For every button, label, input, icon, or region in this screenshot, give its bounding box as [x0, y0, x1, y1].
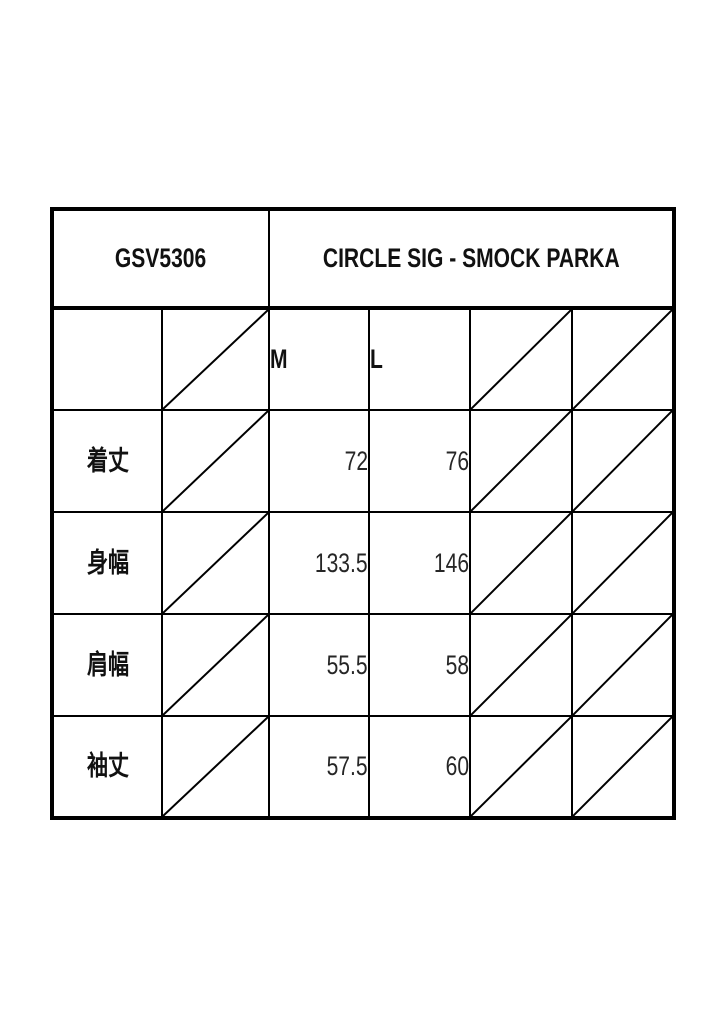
measurement-label: 身幅 [86, 547, 129, 578]
diagonal-cell [570, 511, 676, 615]
diagonal-slash-icon [471, 513, 571, 613]
diagonal-cell [570, 613, 676, 717]
measurement-label: 着丈 [86, 445, 129, 476]
measurement-label-cell: 身幅 [51, 511, 163, 615]
measurement-label: 袖丈 [86, 751, 129, 781]
diagonal-cell [161, 409, 270, 513]
table-row: 肩幅 55.5 58 [51, 613, 676, 717]
product-name-cell: CIRCLE SIG - SMOCK PARKA [267, 208, 676, 310]
product-code: GSV5306 [115, 243, 207, 273]
measurement-value-cell: 55.5 [268, 613, 370, 717]
measurement-value-cell: 146 [368, 511, 471, 615]
measurement-value: 133.5 [315, 547, 368, 578]
diagonal-slash-icon [573, 411, 672, 511]
diagonal-slash-icon [163, 513, 268, 613]
diagonal-slash-icon [573, 615, 672, 715]
blank-cell [51, 307, 163, 411]
measurement-value: 60 [445, 751, 469, 781]
measurement-value: 76 [445, 445, 469, 476]
table-row: 着丈 72 76 [51, 409, 676, 513]
measurement-value-cell: 72 [268, 409, 370, 513]
diagonal-cell [469, 715, 573, 819]
measurement-value-cell: 60 [368, 715, 471, 819]
measurement-value: 55.5 [327, 649, 368, 680]
measurement-label-cell: 着丈 [51, 409, 163, 513]
product-code-cell: GSV5306 [51, 208, 270, 310]
diagonal-slash-icon [471, 411, 571, 511]
diagonal-slash-icon [163, 411, 268, 511]
measurement-label-cell: 袖丈 [51, 715, 163, 819]
diagonal-cell [469, 307, 573, 411]
size-header-row: M L [51, 307, 676, 411]
header-row: GSV5306 CIRCLE SIG - SMOCK PARKA [51, 208, 676, 310]
diagonal-cell [469, 511, 573, 615]
table-row: 袖丈 57.5 60 [51, 715, 676, 819]
diagonal-cell [161, 307, 270, 411]
measurement-value-cell: 58 [368, 613, 471, 717]
measurement-label-cell: 肩幅 [51, 613, 163, 717]
diagonal-cell [570, 307, 676, 411]
diagonal-cell [469, 409, 573, 513]
diagonal-slash-icon [163, 717, 268, 816]
diagonal-slash-icon [471, 310, 571, 409]
measurement-value: 57.5 [327, 751, 368, 781]
measurement-value-cell: 133.5 [268, 511, 370, 615]
measurement-value: 146 [433, 547, 469, 578]
product-name: CIRCLE SIG - SMOCK PARKA [322, 243, 620, 273]
diagonal-cell [161, 613, 270, 717]
size-label: M [270, 344, 288, 374]
diagonal-slash-icon [163, 615, 268, 715]
diagonal-slash-icon [471, 717, 571, 816]
diagonal-slash-icon [573, 513, 672, 613]
diagonal-slash-icon [163, 310, 268, 409]
size-label: L [370, 344, 383, 374]
measurement-label: 肩幅 [86, 649, 129, 680]
measurement-value: 58 [445, 649, 469, 680]
diagonal-cell [161, 511, 270, 615]
measurement-value: 72 [344, 445, 368, 476]
measurement-value-cell: 57.5 [268, 715, 370, 819]
size-column-header-m: M [268, 307, 370, 411]
diagonal-cell [469, 613, 573, 717]
diagonal-cell [161, 715, 270, 819]
diagonal-cell [570, 409, 676, 513]
diagonal-cell [570, 715, 676, 819]
diagonal-slash-icon [573, 310, 672, 409]
table-row: 身幅 133.5 146 [51, 511, 676, 615]
diagonal-slash-icon [573, 717, 672, 816]
size-column-header-l: L [368, 307, 471, 411]
measurement-value-cell: 76 [368, 409, 471, 513]
size-chart-table: GSV5306 CIRCLE SIG - SMOCK PARKA M [50, 207, 677, 820]
diagonal-slash-icon [471, 615, 571, 715]
